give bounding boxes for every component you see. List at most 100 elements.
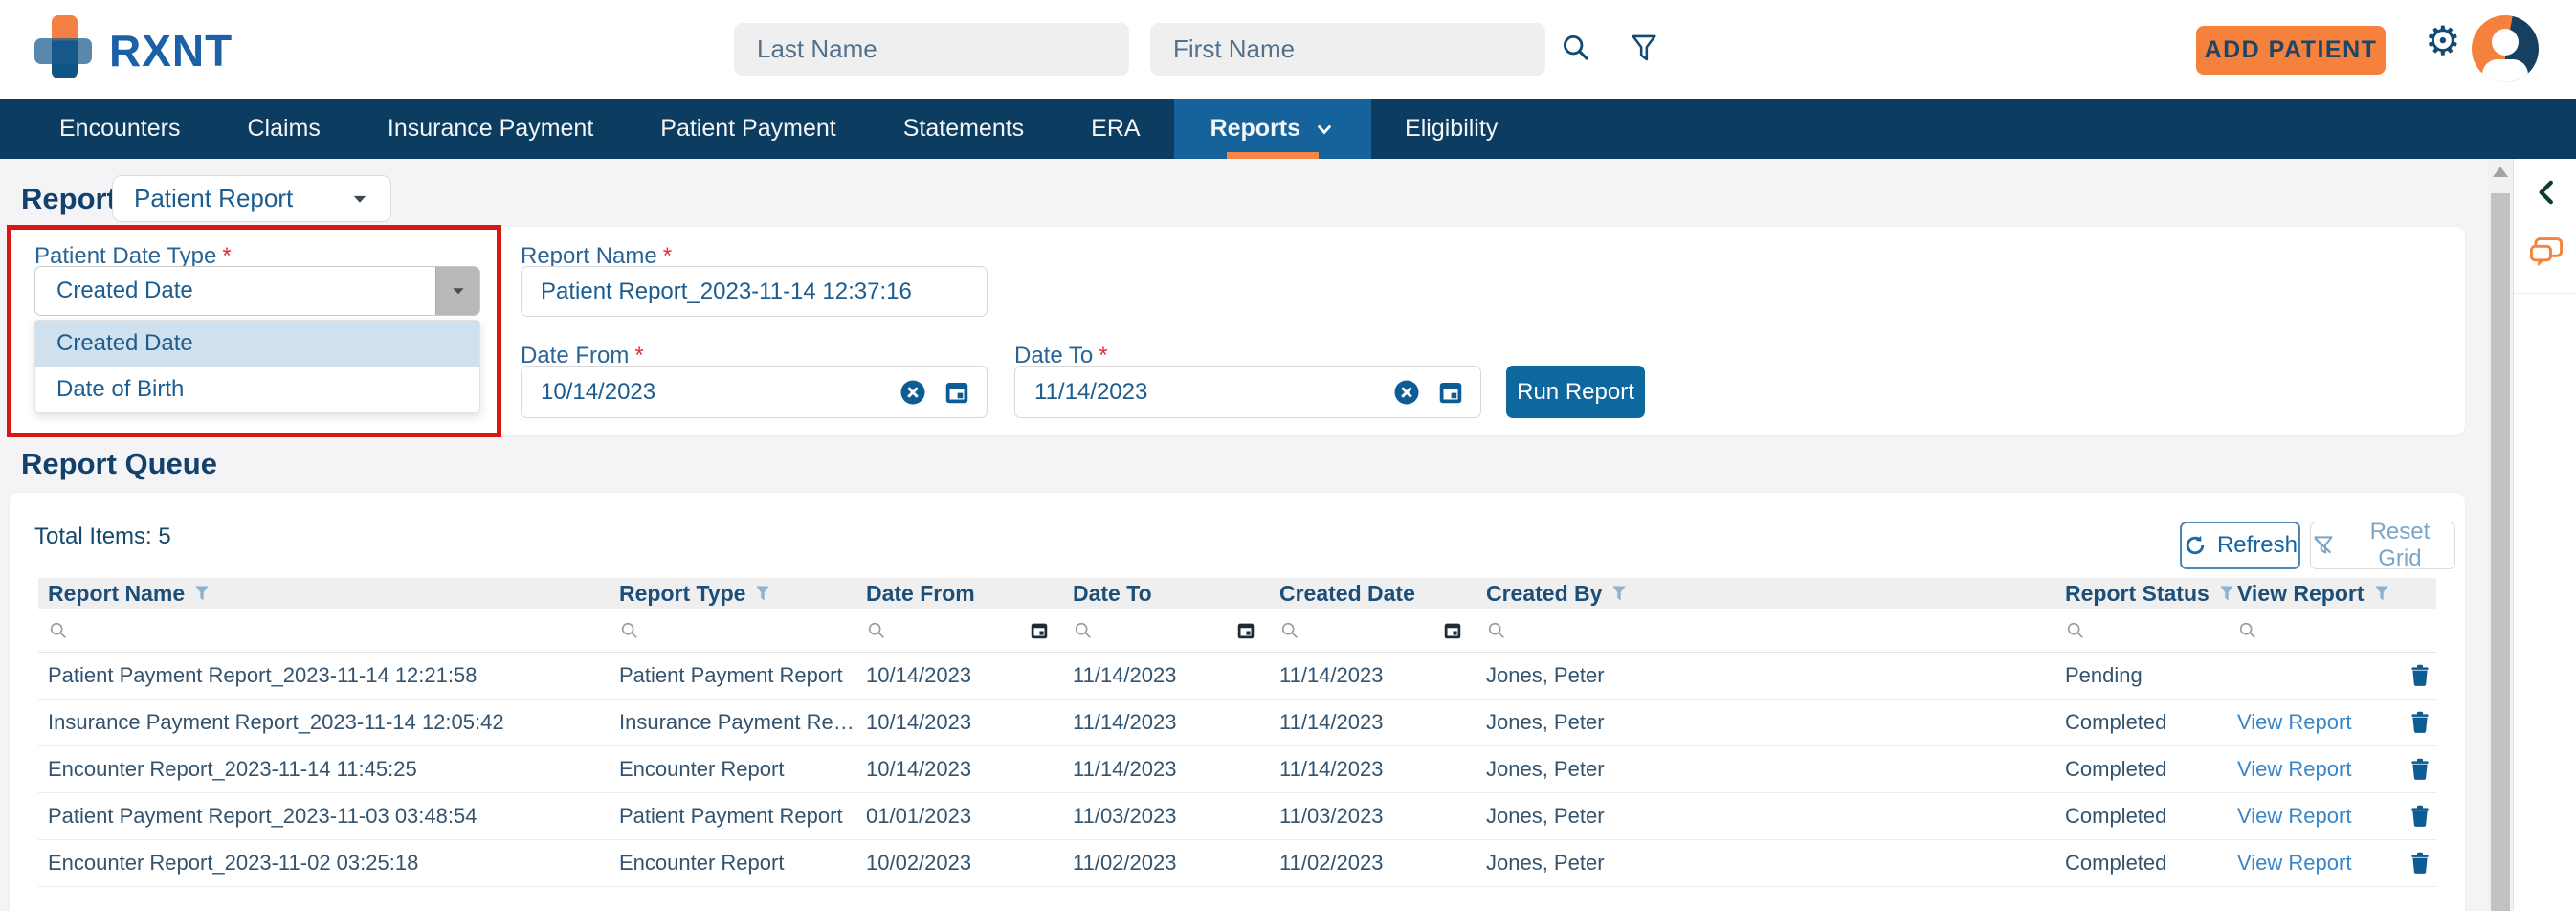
cell-created-by: Jones, Peter [1486,710,1605,734]
filter-report-status[interactable] [2055,609,2228,652]
search-icon [621,622,637,638]
view-report-link[interactable]: View Report [2237,757,2352,781]
column-header-created-date[interactable]: Created Date [1279,580,1415,606]
date-from-input[interactable] [522,378,899,406]
filter-report-type[interactable] [610,609,856,652]
calendar-icon[interactable] [1235,620,1256,641]
patient-date-type-menu: Created Date Date of Birth [34,320,480,413]
funnel-icon[interactable] [192,584,211,603]
status-badge: Completed [2065,851,2167,875]
cell-report-type: Patient Payment Report [619,663,843,687]
filter-created-date[interactable] [1270,609,1477,652]
cell-created-date: 11/14/2023 [1279,757,1384,781]
search-icon[interactable] [1560,32,1592,64]
calendar-icon[interactable] [1436,378,1465,407]
cell-date-from: 10/14/2023 [866,757,972,781]
clear-icon[interactable] [1392,378,1421,407]
funnel-icon[interactable] [2372,584,2391,603]
scroll-up-arrow[interactable] [2493,167,2508,177]
report-name-input[interactable] [521,266,988,317]
calendar-icon[interactable] [943,378,971,407]
view-report-link[interactable]: View Report [2237,804,2352,828]
chevron-left-icon[interactable] [2535,180,2556,205]
first-name-input[interactable] [1150,23,1545,76]
menu-option-date-of-birth[interactable]: Date of Birth [56,376,185,402]
funnel-slash-icon [2314,536,2333,554]
column-header-report-name[interactable]: Report Name [38,581,610,607]
nav-item-eligibility[interactable]: Eligibility [1405,115,1499,142]
page-content: Report Patient Report Patient Date Type *… [0,159,2484,911]
column-header-report-type[interactable]: Report Type [610,581,856,607]
table-filter-row [38,609,2436,653]
total-items-label: Total Items: 5 [34,523,171,549]
funnel-icon[interactable] [1610,584,1629,603]
cell-date-to: 11/02/2023 [1073,851,1177,875]
trash-icon[interactable] [2408,709,2432,736]
nav-item-statements[interactable]: Statements [902,115,1025,142]
cell-report-name: Patient Payment Report_2023-11-03 03:48:… [48,804,477,828]
search-icon [1075,622,1091,638]
report-type-select[interactable]: Patient Report [112,175,391,222]
trash-icon[interactable] [2408,803,2432,830]
patient-date-type-select[interactable]: Created Date [34,266,480,316]
cell-date-from: 10/02/2023 [866,851,972,875]
column-header-date-from[interactable]: Date From [866,580,975,606]
cell-report-type: Patient Payment Report [619,804,843,828]
date-to-input[interactable] [1015,378,1392,406]
cell-created-by: Jones, Peter [1486,663,1605,687]
last-name-input[interactable] [734,23,1129,76]
refresh-button[interactable]: Refresh [2180,522,2300,569]
filter-report-name[interactable] [38,609,610,652]
search-icon [868,622,884,638]
cell-report-name: Patient Payment Report_2023-11-14 12:21:… [48,663,477,687]
nav-item-era[interactable]: ERA [1091,115,1141,142]
calendar-icon[interactable] [1442,620,1463,641]
calendar-icon[interactable] [1029,620,1050,641]
column-header-created-by[interactable]: Created By [1477,581,2055,607]
nav-item-claims[interactable]: Claims [247,115,321,142]
column-header-report-status[interactable]: Report Status [2055,581,2233,607]
cell-report-name: Encounter Report_2023-11-14 11:45:25 [48,757,417,781]
status-badge: Pending [2065,663,2143,687]
date-to-label: Date To * [1014,343,1108,368]
clear-icon[interactable] [899,378,927,407]
filter-icon[interactable] [1628,32,1660,64]
view-report-link[interactable]: View Report [2237,710,2352,734]
filter-view-report[interactable] [2228,609,2398,652]
reset-grid-button[interactable]: Reset Grid [2310,519,2455,571]
trash-icon[interactable] [2408,662,2432,689]
brand-name: RXNT [109,26,233,76]
main-nav: Encounters Claims Insurance Payment Pati… [0,99,2576,159]
cell-created-date: 11/03/2023 [1279,804,1384,828]
column-header-date-to[interactable]: Date To [1073,580,1152,606]
dropdown-toggle-button[interactable] [435,267,479,315]
run-report-button[interactable]: Run Report [1506,366,1645,418]
add-patient-button[interactable]: ADD PATIENT [2196,26,2386,75]
column-header-view-report[interactable]: View Report [2228,581,2398,607]
filter-date-from[interactable] [856,609,1063,652]
view-report-link[interactable]: View Report [2237,851,2352,875]
avatar[interactable] [2472,15,2539,82]
gear-icon[interactable]: ⚙ [2425,18,2461,63]
nav-item-reports[interactable]: Reports [1173,99,1372,159]
trash-icon[interactable] [2408,756,2432,783]
report-type-select-value: Patient Report [134,184,294,212]
scrollbar-thumb[interactable] [2491,193,2510,911]
nav-item-insurance-payment[interactable]: Insurance Payment [387,115,594,142]
caret-down-icon [353,195,366,203]
menu-option-created-date[interactable]: Created Date [35,321,479,367]
trash-icon[interactable] [2408,850,2432,877]
nav-item-encounters[interactable]: Encounters [59,115,181,142]
cell-date-to: 11/14/2023 [1073,710,1177,734]
cell-created-by: Jones, Peter [1486,757,1605,781]
right-sidebar [2513,159,2576,911]
filter-actions [2398,609,2436,652]
filter-created-by[interactable] [1477,609,2055,652]
cell-date-to: 11/03/2023 [1073,804,1177,828]
rxnt-logo: RXNT [33,13,320,86]
nav-item-patient-payment[interactable]: Patient Payment [660,115,836,142]
chat-icon[interactable] [2527,233,2565,272]
funnel-icon[interactable] [2217,584,2236,603]
funnel-icon[interactable] [753,584,772,603]
filter-date-to[interactable] [1063,609,1270,652]
